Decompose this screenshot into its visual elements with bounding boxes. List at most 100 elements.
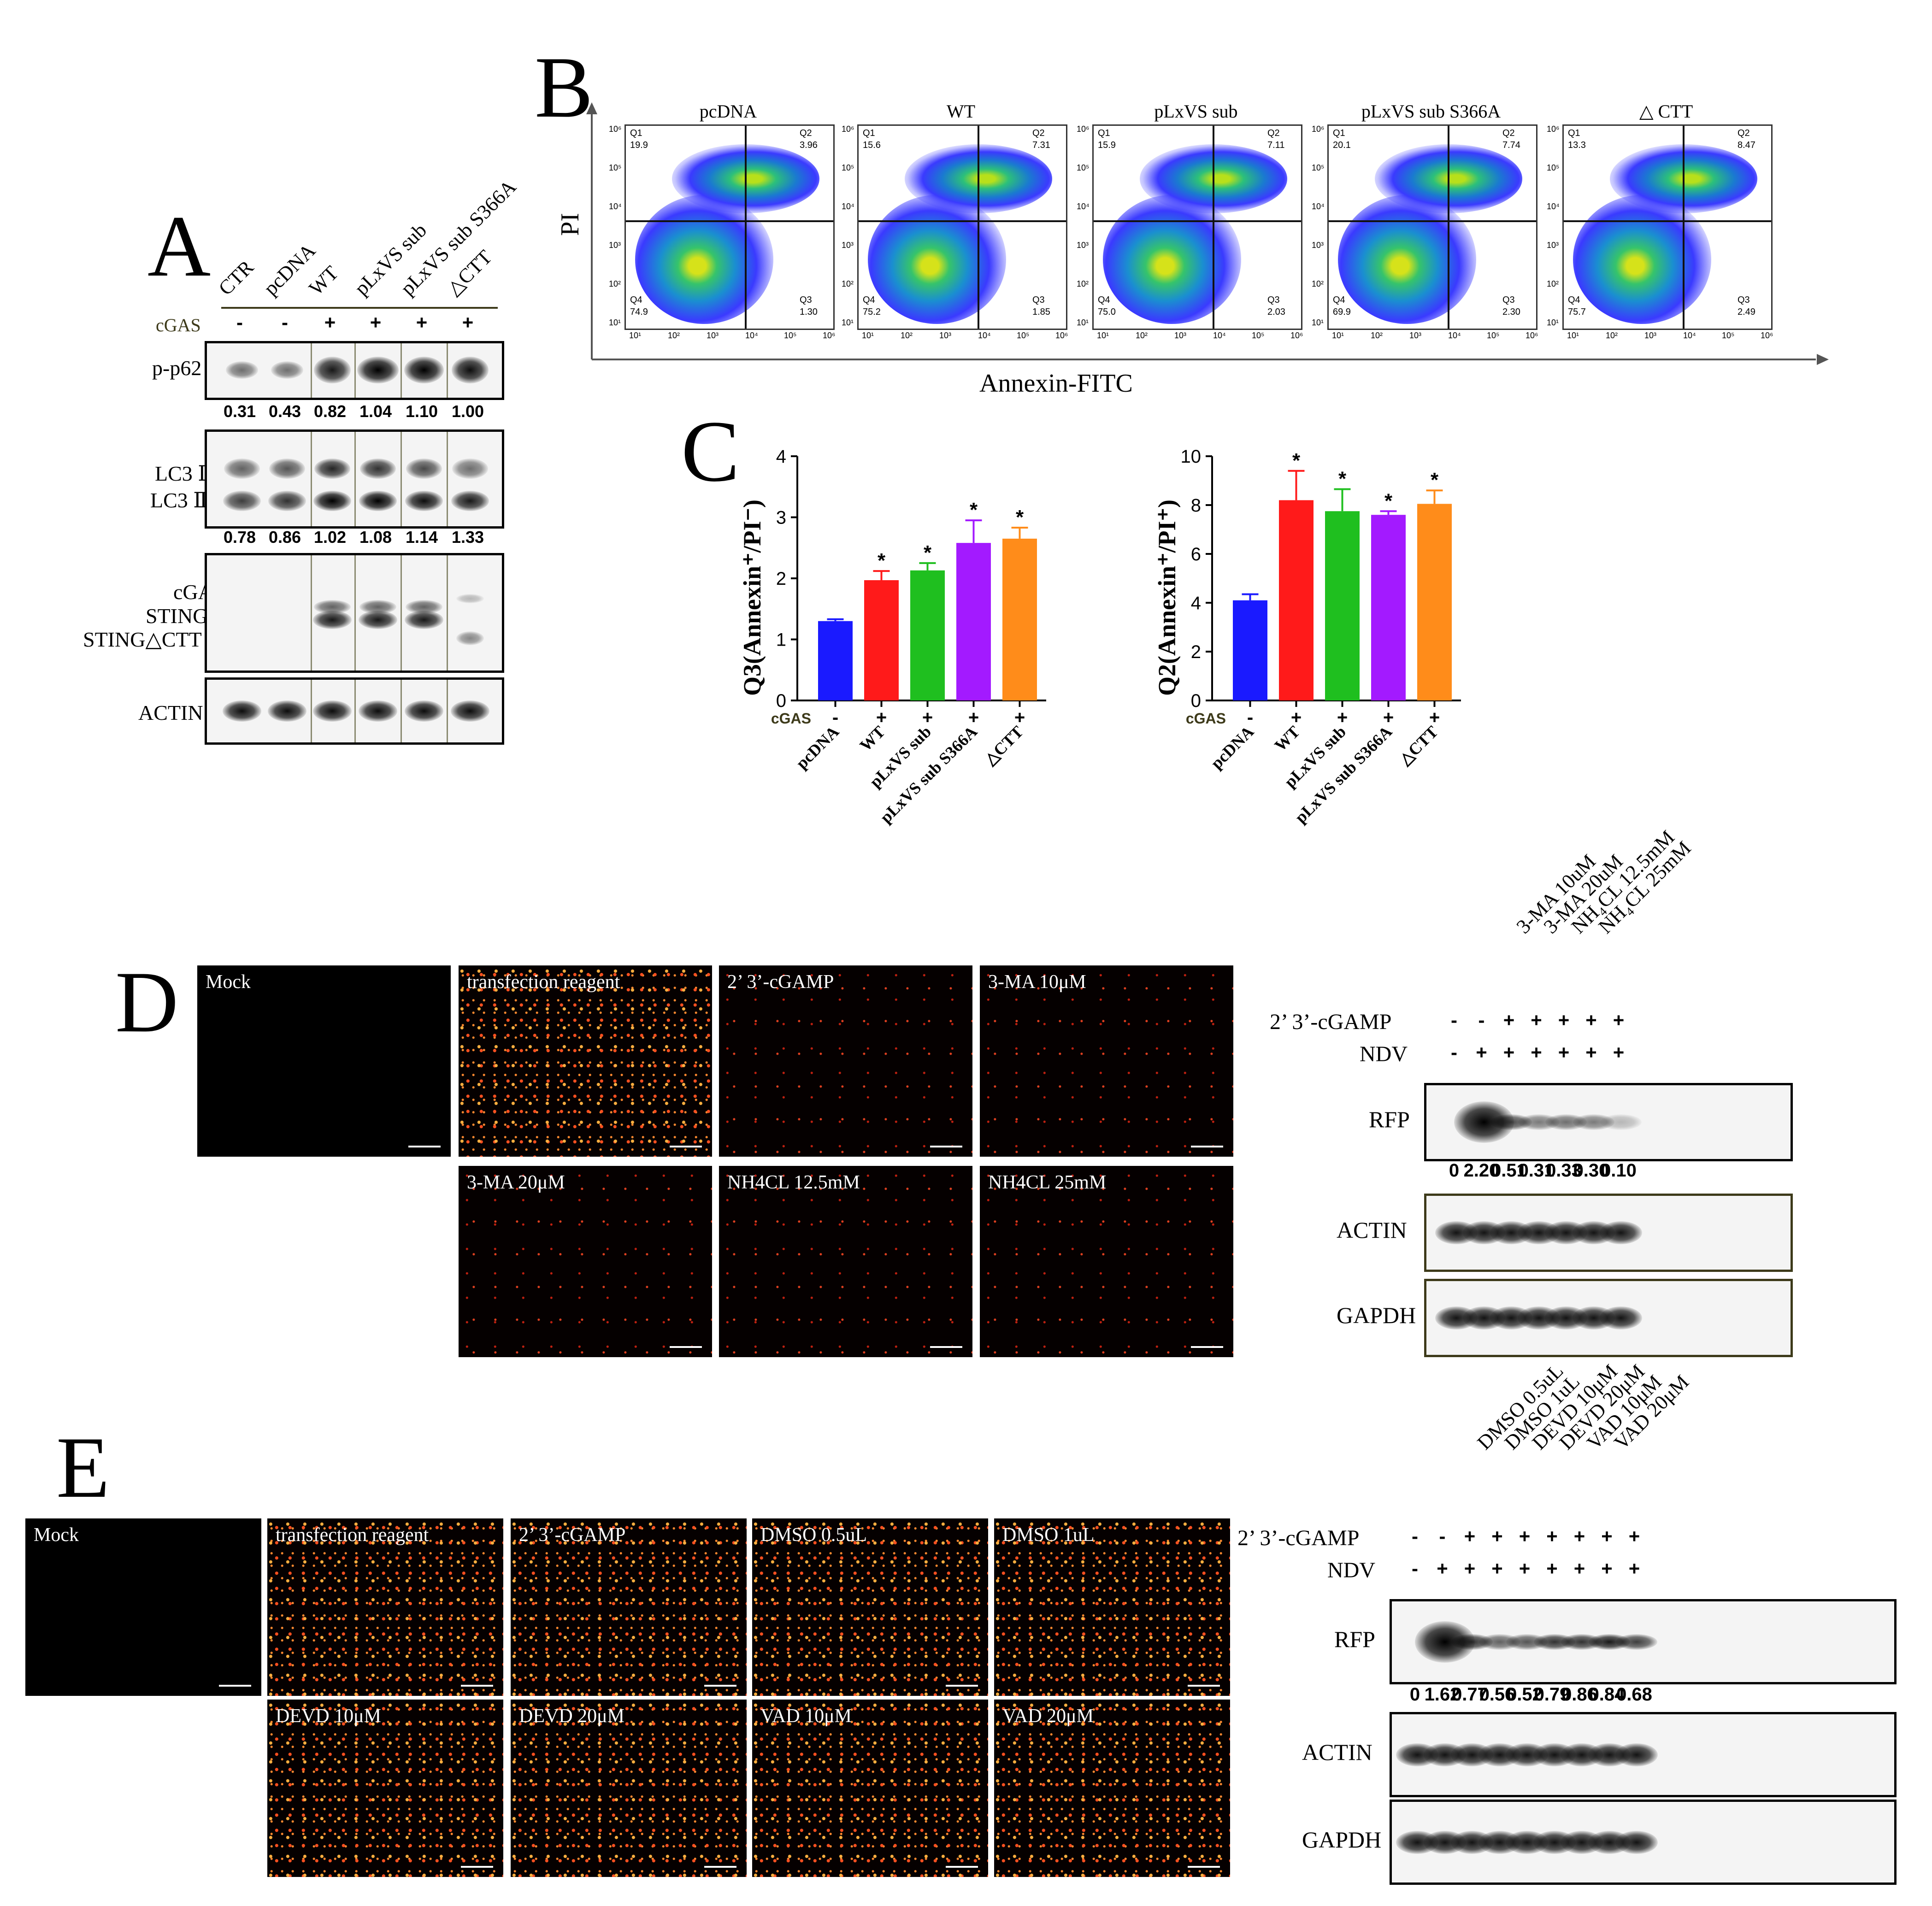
actin-band <box>405 700 443 722</box>
western-row2-sign: + <box>1613 1041 1625 1063</box>
microscopy-label: DEVD 10μM <box>276 1706 382 1727</box>
western-row1-sign: + <box>1531 1009 1542 1031</box>
microscopy-label: 2’ 3’-cGAMP <box>519 1524 626 1546</box>
microscopy-label: DEVD 20μM <box>519 1706 625 1727</box>
microscopy-image: VAD 20μM <box>994 1700 1230 1877</box>
flow-x-tick: 10⁴ <box>1683 331 1696 340</box>
lc3-i-band <box>360 459 396 479</box>
significance-star: * <box>1292 449 1301 472</box>
panel-e-letter: E <box>56 1419 110 1516</box>
bar <box>956 543 991 700</box>
flow-quadrant-value: 7.74 <box>1502 140 1520 150</box>
scale-bar <box>930 1346 962 1348</box>
flow-quadrant-name: Q2 <box>1267 128 1280 138</box>
panel-a-cgas-sign: + <box>416 312 428 333</box>
rfp-value: 0.68 <box>1616 1684 1652 1705</box>
flow-quadrant-name: Q4 <box>1333 295 1345 305</box>
y-tick-label: 3 <box>776 508 786 528</box>
scale-bar <box>704 1685 736 1687</box>
flow-quadrant-value: 7.11 <box>1267 140 1285 150</box>
microscopy-label: DMSO 0.5uL <box>760 1524 867 1546</box>
flow-quadrant-name: Q1 <box>863 128 875 138</box>
significance-star: * <box>970 499 978 521</box>
sting-fl-band <box>405 611 443 629</box>
lane-divider <box>401 555 402 671</box>
lc3-ii-band <box>359 491 397 511</box>
western-blot <box>1390 1599 1897 1684</box>
flow-quadrant-value: 1.85 <box>1032 307 1050 317</box>
bar <box>1417 504 1452 700</box>
flow-x-tick: 10⁴ <box>745 331 758 340</box>
flow-plot <box>1327 124 1537 330</box>
western-band <box>1573 1114 1614 1130</box>
flow-quadrant-name: Q1 <box>1098 128 1110 138</box>
lc3-ii-label: LC3 Ⅱ <box>150 488 208 512</box>
western-row1-label: 2’ 3’-cGAMP <box>1270 1010 1392 1034</box>
flow-quadrant-value: 1.30 <box>800 307 818 317</box>
chart-q2: 0246810Q2(Annexin⁺/PI⁺)-pcDNA*+WT*+pLxVS… <box>1153 447 1461 827</box>
microscopy-label: Mock <box>34 1524 79 1546</box>
flow-y-tick: 10⁵ <box>1077 163 1090 172</box>
rfp-value: 0.31 <box>1518 1160 1555 1181</box>
flow-plot <box>624 124 835 330</box>
flow-y-tick: 10⁵ <box>1547 163 1560 172</box>
flow-quadrant-value: 15.6 <box>863 140 881 150</box>
lane-divider <box>447 343 448 398</box>
lane-divider <box>311 343 312 398</box>
western-row2-sign: + <box>1531 1041 1542 1063</box>
sting-ctt-label: STING△CTT <box>83 628 202 651</box>
p62-value: 1.00 <box>451 402 484 421</box>
microscopy-label: 3-MA 20μM <box>467 1172 565 1193</box>
western-blot <box>1390 1800 1897 1885</box>
panel-a-lane-label: WT <box>304 261 343 300</box>
bar <box>1233 600 1267 700</box>
y-tick-label: 2 <box>1191 642 1201 662</box>
flow-quadrant-name: Q4 <box>630 295 642 305</box>
flow-quadrant-name: Q2 <box>800 128 812 138</box>
flow-y-tick: 10¹ <box>842 318 854 327</box>
western-row2-sign: + <box>1628 1558 1640 1579</box>
actin-band <box>268 700 306 722</box>
rfp-value: 0.79 <box>1534 1684 1570 1705</box>
panel-a-underline <box>221 307 498 309</box>
flow-y-tick: 10⁴ <box>842 202 854 211</box>
sting-ctt-band <box>456 631 484 645</box>
lc3-ii-band <box>313 491 351 511</box>
flow-density-lower <box>1573 195 1711 324</box>
lane-divider <box>311 432 312 526</box>
significance-star: * <box>1016 506 1024 529</box>
western-blot-label: GAPDH <box>1302 1826 1382 1853</box>
scale-bar <box>1191 1346 1223 1348</box>
flow-x-tick: 10⁶ <box>1761 331 1773 340</box>
lane-divider <box>354 432 356 526</box>
western-row1-sign: - <box>1451 1009 1457 1031</box>
panel-a-lane-label: CTR <box>214 256 258 300</box>
panel-a-letter: A <box>147 198 211 295</box>
bar <box>910 570 945 700</box>
cgas-label: cGAS <box>771 710 811 727</box>
flow-quadrant-value: 75.7 <box>1568 307 1586 317</box>
flow-y-tick: 10⁵ <box>609 163 622 172</box>
p62-value: 1.10 <box>405 402 438 421</box>
microscopy-image: Mock <box>25 1518 261 1696</box>
microscopy-image: 3-MA 20μM <box>459 1166 712 1357</box>
rfp-value: 0.84 <box>1589 1684 1625 1705</box>
western-row1-sign: + <box>1628 1525 1640 1547</box>
flow-y-tick: 10⁶ <box>609 124 622 134</box>
flow-x-tick: 10⁴ <box>978 331 991 340</box>
flow-y-tick: 10² <box>1312 279 1324 288</box>
panel-a-cgas-sign: - <box>282 312 288 333</box>
western-band <box>1616 1634 1657 1650</box>
flow-x-tick: 10¹ <box>1332 331 1344 340</box>
western-row1-sign: + <box>1585 1009 1597 1031</box>
western-blot-label: GAPDH <box>1337 1302 1416 1328</box>
lc3-i-label: LC3 Ⅰ <box>155 462 206 485</box>
lc3-value: 0.78 <box>223 528 256 547</box>
actin-band <box>359 700 397 722</box>
lc3-value: 1.02 <box>313 528 347 547</box>
flow-x-tick: 10² <box>1371 331 1383 340</box>
microscopy-label: transfection reagent <box>467 971 620 993</box>
lane-divider <box>401 680 402 742</box>
flow-density-lower <box>1103 195 1241 324</box>
